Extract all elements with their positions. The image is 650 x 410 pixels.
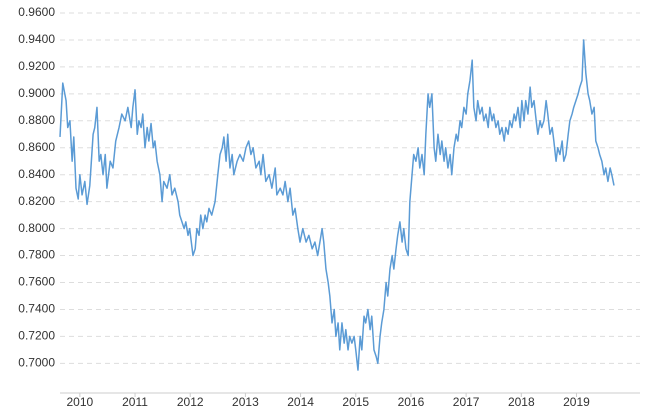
y-tick-label: 0.8400: [18, 167, 55, 181]
y-tick-label: 0.8800: [18, 113, 55, 127]
x-tick-label: 2012: [177, 395, 204, 409]
y-tick-label: 0.9200: [18, 59, 55, 73]
y-tick-label: 0.7800: [18, 248, 55, 262]
y-tick-label: 0.8200: [18, 194, 55, 208]
x-tick-label: 2011: [122, 395, 148, 409]
y-tick-label: 0.9400: [18, 32, 55, 46]
x-tick-label: 2014: [287, 395, 314, 409]
x-tick-label: 2010: [67, 395, 94, 409]
x-tick-label: 2015: [342, 395, 369, 409]
line: [59, 39, 615, 371]
y-tick-label: 0.7000: [18, 356, 55, 370]
y-tick-label: 0.9000: [18, 86, 55, 100]
y-tick-label: 0.7200: [18, 329, 55, 343]
x-tick-label: 2017: [453, 395, 480, 409]
x-tick-label: 2019: [563, 395, 590, 409]
x-tick-label: 2016: [398, 395, 425, 409]
y-tick-label: 0.9600: [18, 5, 55, 19]
y-tick-label: 0.8000: [18, 221, 55, 235]
x-tick-label: 2018: [508, 395, 535, 409]
y-tick-label: 0.7600: [18, 275, 55, 289]
x-tick-label: 2013: [232, 395, 259, 409]
y-tick-label: 0.7400: [18, 302, 55, 316]
y-tick-label: 0.8600: [18, 140, 55, 154]
